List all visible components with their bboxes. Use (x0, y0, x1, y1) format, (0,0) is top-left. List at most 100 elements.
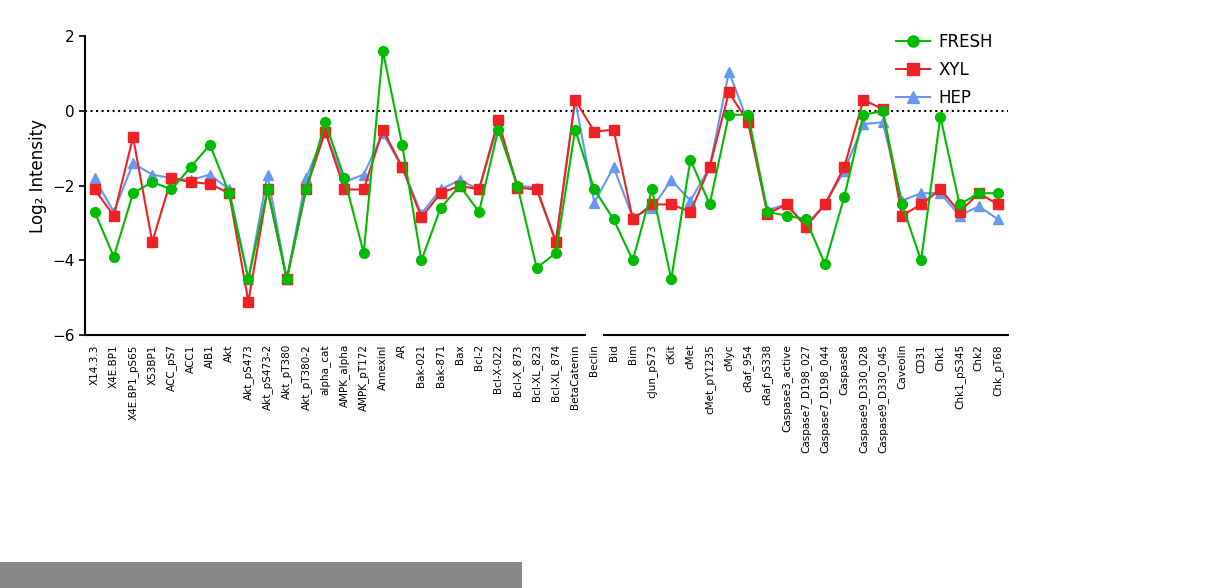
FRESH (433, 205, 448, 212)
HEP (741, 119, 755, 126)
XYL (144, 238, 159, 245)
FRESH (164, 186, 178, 193)
XYL (375, 126, 390, 133)
HEP (549, 238, 563, 245)
FRESH (242, 276, 256, 283)
HEP (683, 197, 698, 204)
XYL (721, 89, 736, 96)
XYL (222, 190, 237, 197)
XYL (260, 186, 274, 193)
XYL (818, 201, 833, 208)
XYL (836, 163, 851, 171)
HEP (991, 216, 1005, 223)
FRESH (760, 208, 775, 215)
HEP (337, 179, 352, 186)
XYL (453, 182, 467, 189)
Legend: FRESH, XYL, HEP: FRESH, XYL, HEP (890, 26, 999, 113)
HEP (799, 222, 813, 229)
XYL (395, 163, 409, 171)
HEP (875, 119, 890, 126)
FRESH (472, 208, 487, 215)
FRESH (971, 190, 986, 197)
FRESH (126, 190, 141, 197)
FRESH (914, 257, 929, 264)
HEP (490, 121, 505, 128)
XYL (414, 214, 429, 221)
HEP (721, 68, 736, 75)
XYL (164, 175, 178, 182)
HEP (107, 208, 121, 215)
HEP (144, 171, 159, 178)
HEP (395, 163, 409, 171)
XYL (87, 186, 102, 193)
XYL (126, 133, 141, 141)
FRESH (703, 201, 717, 208)
HEP (818, 201, 833, 208)
Line: HEP: HEP (90, 67, 1003, 284)
XYL (433, 190, 448, 197)
HEP (779, 201, 794, 208)
HEP (703, 163, 717, 171)
XYL (856, 96, 870, 103)
FRESH (144, 179, 159, 186)
XYL (357, 186, 371, 193)
HEP (453, 176, 467, 183)
XYL (549, 238, 563, 245)
FRESH (107, 253, 121, 260)
HEP (645, 205, 659, 212)
XYL (490, 117, 505, 124)
XYL (568, 96, 583, 103)
FRESH (818, 260, 833, 268)
HEP (952, 212, 966, 219)
FRESH (952, 201, 966, 208)
FRESH (606, 216, 620, 223)
FRESH (222, 190, 237, 197)
FRESH (683, 156, 698, 163)
FRESH (721, 111, 736, 118)
FRESH (568, 126, 583, 133)
XYL (741, 119, 755, 126)
XYL (914, 201, 929, 208)
XYL (934, 186, 948, 193)
HEP (895, 197, 909, 204)
HEP (279, 276, 294, 283)
XYL (606, 126, 620, 133)
HEP (183, 176, 198, 183)
HEP (242, 276, 256, 283)
XYL (703, 163, 717, 171)
FRESH (741, 111, 755, 118)
FRESH (279, 276, 294, 283)
HEP (568, 96, 583, 103)
HEP (260, 171, 274, 178)
FRESH (490, 126, 505, 133)
HEP (318, 128, 333, 135)
XYL (799, 223, 813, 230)
XYL (279, 276, 294, 283)
FRESH (779, 212, 794, 219)
HEP (87, 175, 102, 182)
FRESH (856, 111, 870, 118)
HEP (357, 171, 371, 178)
HEP (664, 176, 679, 183)
HEP (433, 186, 448, 193)
XYL (971, 190, 986, 197)
HEP (934, 190, 948, 197)
XYL (510, 184, 524, 191)
HEP (625, 214, 640, 221)
XYL (664, 201, 679, 208)
XYL (991, 201, 1005, 208)
XYL (683, 208, 698, 215)
HEP (472, 186, 487, 193)
HEP (856, 121, 870, 128)
FRESH (625, 257, 640, 264)
Line: FRESH: FRESH (90, 46, 1003, 284)
XYL (529, 186, 544, 193)
HEP (414, 211, 429, 218)
Y-axis label: Log₂ Intensity: Log₂ Intensity (28, 119, 46, 233)
FRESH (875, 108, 890, 115)
HEP (299, 175, 313, 182)
FRESH (337, 175, 352, 182)
FRESH (510, 182, 524, 189)
HEP (222, 186, 237, 193)
FRESH (299, 186, 313, 193)
